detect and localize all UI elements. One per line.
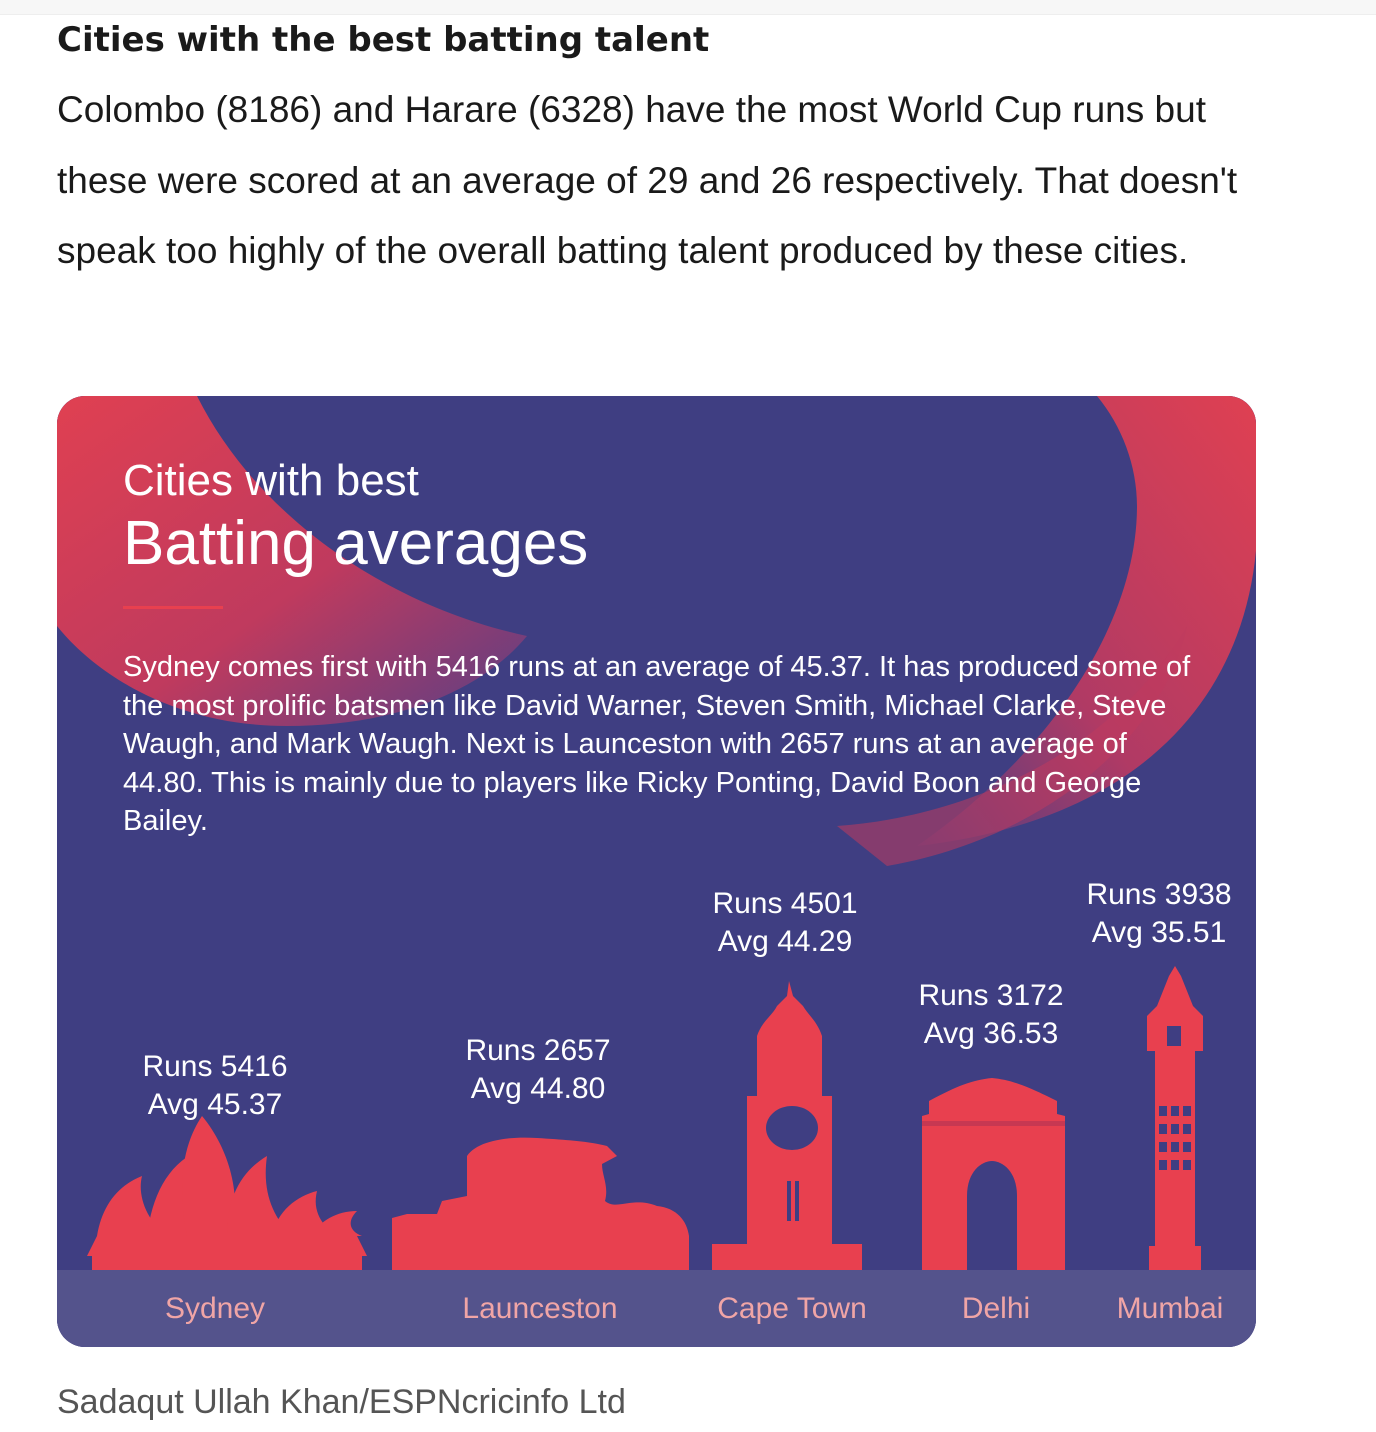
sydney-opera-house-icon <box>87 1116 367 1270</box>
runs-label: Runs 3172 <box>918 979 1064 1012</box>
avg-label: Avg 36.53 <box>923 1017 1059 1050</box>
runs-label: Runs 2657 <box>465 1034 611 1067</box>
top-bar <box>0 0 1376 15</box>
infographic-title: Batting averages <box>123 509 589 578</box>
batting-averages-infographic: Cities with best Batting averages Sydney… <box>57 396 1256 1347</box>
runs-label: Runs 3938 <box>1086 878 1232 911</box>
image-credit: Sadaqut Ullah Khan/ESPNcricinfo Ltd <box>57 1383 626 1421</box>
city-label-sydney: Sydney <box>164 1292 266 1325</box>
decorative-ring-right <box>917 396 1256 846</box>
city-label-launceston: Launceston <box>462 1292 618 1325</box>
title-underline <box>123 606 223 609</box>
avg-label: Avg 35.51 <box>1091 916 1227 949</box>
india-gate-icon <box>922 1078 1065 1270</box>
avg-label: Avg 45.37 <box>147 1088 283 1121</box>
city-stat-delhi: Runs 3172 Avg 36.53 <box>891 977 1091 1053</box>
city-label-mumbai: Mumbai <box>1116 1292 1224 1325</box>
city-label-cape-town: Cape Town <box>717 1292 867 1325</box>
city-stat-sydney: Runs 5416 Avg 45.37 <box>115 1048 315 1124</box>
cape-town-clock-tower-icon <box>712 981 862 1270</box>
avg-label: Avg 44.80 <box>470 1072 606 1105</box>
city-stat-mumbai: Runs 3938 Avg 35.51 <box>1059 876 1256 952</box>
avg-label: Avg 44.29 <box>717 925 853 958</box>
infographic-subtitle: Cities with best <box>123 456 419 505</box>
decorative-ring-left <box>57 396 527 726</box>
infographic-description: Sydney comes first with 5416 runs at an … <box>123 651 1191 837</box>
city-stat-launceston: Runs 2657 Avg 44.80 <box>438 1032 638 1108</box>
runs-label: Runs 4501 <box>712 887 858 920</box>
city-label-band <box>57 1270 1256 1347</box>
section-heading: Cities with the best batting talent <box>57 20 710 60</box>
article-paragraph: Colombo (8186) and Harare (6328) have th… <box>57 89 1238 271</box>
city-label-delhi: Delhi <box>961 1292 1031 1325</box>
city-stat-cape-town: Runs 4501 Avg 44.29 <box>685 885 885 961</box>
rajabai-clock-tower-icon <box>1147 966 1203 1270</box>
launceston-gorge-icon <box>392 1137 689 1270</box>
landmark-silhouettes <box>87 966 1203 1270</box>
runs-label: Runs 5416 <box>142 1050 288 1083</box>
